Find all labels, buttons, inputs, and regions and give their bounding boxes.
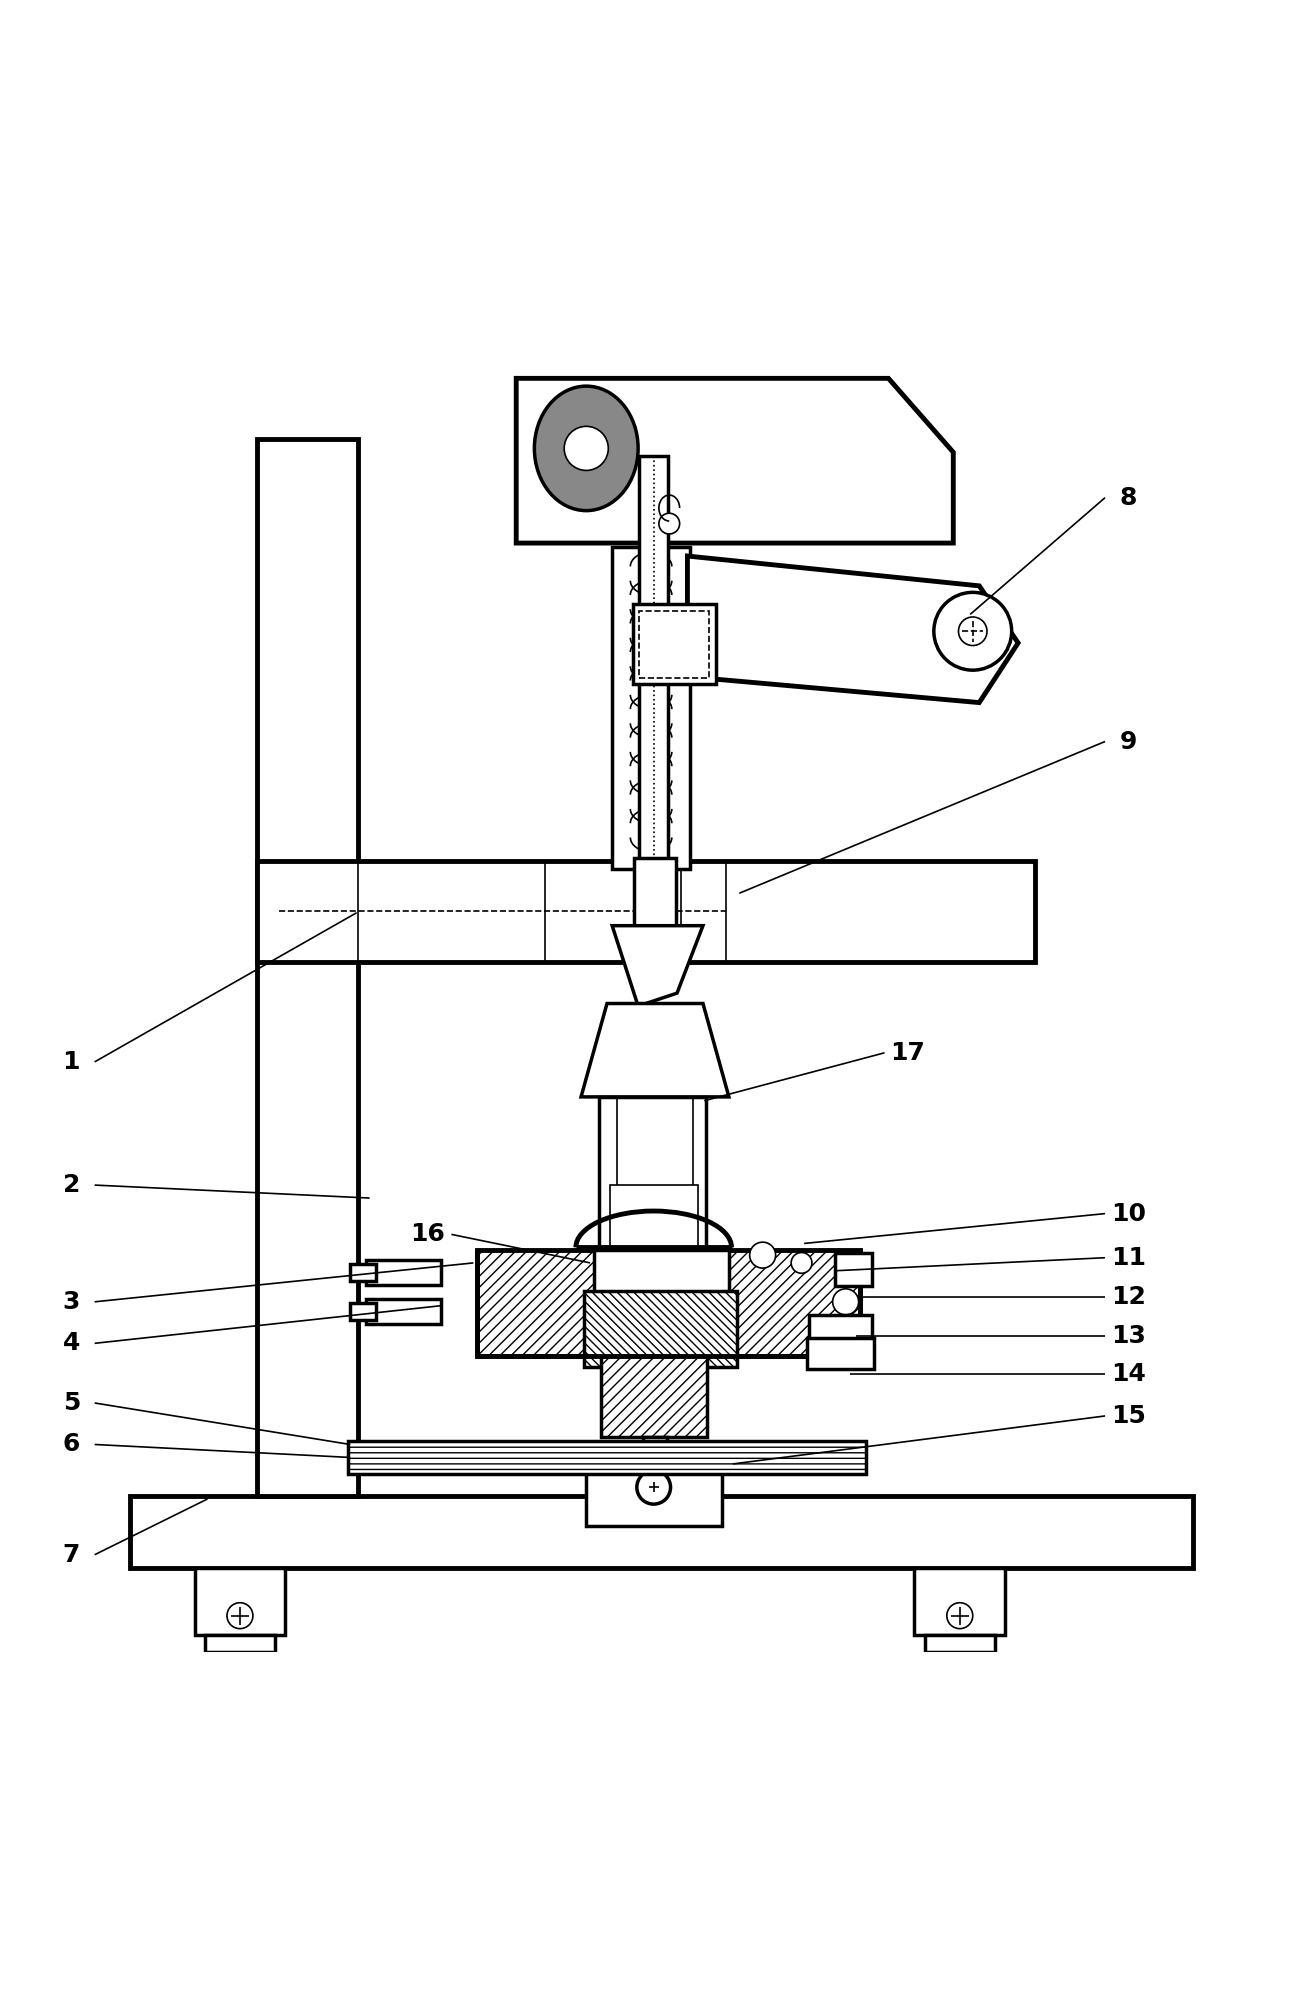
Circle shape: [637, 1471, 671, 1503]
Bar: [257, 440, 358, 1497]
Bar: [599, 1098, 706, 1250]
Circle shape: [947, 1604, 973, 1628]
Bar: [610, 1184, 698, 1250]
Bar: [348, 1441, 866, 1475]
Bar: [366, 1299, 441, 1325]
Text: 11: 11: [1112, 1246, 1145, 1270]
Bar: [350, 1303, 376, 1321]
Bar: [914, 1567, 1005, 1636]
Polygon shape: [516, 379, 953, 544]
Bar: [350, 1264, 376, 1280]
Circle shape: [227, 1604, 253, 1628]
Bar: [633, 604, 716, 684]
Circle shape: [934, 592, 1012, 670]
Text: 9: 9: [1119, 729, 1137, 753]
Bar: [807, 1339, 874, 1369]
Text: 15: 15: [1112, 1405, 1145, 1427]
Bar: [130, 1497, 1193, 1567]
Text: 12: 12: [1112, 1284, 1145, 1309]
Text: 3: 3: [62, 1291, 80, 1315]
Circle shape: [750, 1242, 776, 1268]
Circle shape: [958, 616, 987, 646]
Bar: [809, 1315, 872, 1351]
Text: 2: 2: [62, 1172, 80, 1196]
Bar: [205, 1636, 275, 1652]
Bar: [643, 1437, 667, 1509]
Text: 1: 1: [62, 1050, 80, 1074]
Circle shape: [564, 425, 608, 470]
Bar: [925, 1636, 995, 1652]
Bar: [639, 456, 668, 861]
Bar: [477, 1250, 860, 1357]
Circle shape: [659, 514, 680, 534]
Bar: [594, 1250, 729, 1357]
Text: 8: 8: [1119, 486, 1137, 510]
Text: 7: 7: [62, 1543, 80, 1567]
Text: 6: 6: [62, 1433, 80, 1457]
Text: 4: 4: [62, 1331, 80, 1355]
Polygon shape: [581, 1004, 729, 1098]
Bar: [835, 1252, 872, 1286]
Circle shape: [791, 1252, 812, 1272]
Polygon shape: [687, 556, 1018, 702]
Ellipse shape: [534, 385, 638, 510]
Bar: [639, 610, 709, 678]
Text: 13: 13: [1112, 1323, 1145, 1347]
Bar: [586, 1463, 722, 1525]
Bar: [257, 861, 1035, 961]
Bar: [612, 548, 690, 869]
Circle shape: [833, 1288, 859, 1315]
Text: 5: 5: [62, 1391, 80, 1415]
Text: 14: 14: [1112, 1363, 1145, 1387]
Bar: [584, 1291, 737, 1367]
Bar: [634, 859, 676, 925]
Polygon shape: [643, 1509, 667, 1521]
Text: 16: 16: [411, 1222, 445, 1246]
Text: 17: 17: [891, 1042, 925, 1066]
Bar: [195, 1567, 285, 1636]
Text: 10: 10: [1112, 1202, 1145, 1226]
Bar: [366, 1260, 441, 1284]
Bar: [601, 1357, 707, 1437]
Polygon shape: [612, 925, 703, 1006]
